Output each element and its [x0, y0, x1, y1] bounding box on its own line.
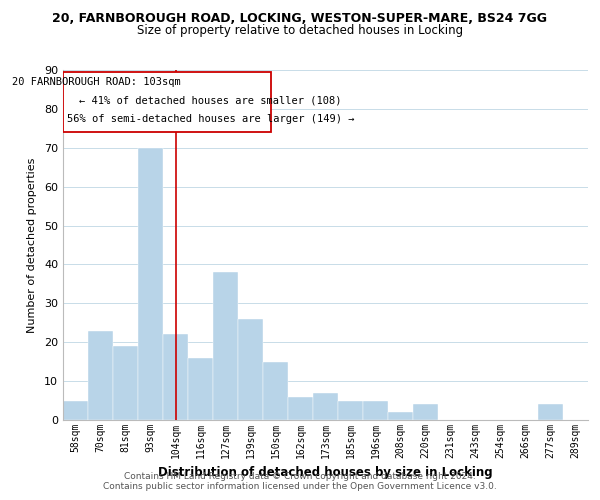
Bar [538, 404, 563, 420]
Bar [388, 412, 413, 420]
Bar [288, 396, 313, 420]
Bar [113, 346, 138, 420]
X-axis label: Distribution of detached houses by size in Locking: Distribution of detached houses by size … [158, 466, 493, 479]
Y-axis label: Number of detached properties: Number of detached properties [27, 158, 37, 332]
Text: 56% of semi-detached houses are larger (149) →: 56% of semi-detached houses are larger (… [67, 114, 354, 124]
Text: 20, FARNBOROUGH ROAD, LOCKING, WESTON-SUPER-MARE, BS24 7GG: 20, FARNBOROUGH ROAD, LOCKING, WESTON-SU… [53, 12, 548, 26]
Bar [338, 400, 363, 420]
Bar [88, 330, 113, 420]
Bar [63, 400, 88, 420]
Bar [413, 404, 438, 420]
Bar [138, 148, 163, 420]
Bar [313, 393, 338, 420]
Text: Size of property relative to detached houses in Locking: Size of property relative to detached ho… [137, 24, 463, 37]
Text: Contains HM Land Registry data © Crown copyright and database right 2024.: Contains HM Land Registry data © Crown c… [124, 472, 476, 481]
Bar [263, 362, 288, 420]
Bar [363, 400, 388, 420]
Bar [213, 272, 238, 420]
Bar [163, 334, 188, 420]
Text: Contains public sector information licensed under the Open Government Licence v3: Contains public sector information licen… [103, 482, 497, 491]
Text: 20 FARNBOROUGH ROAD: 103sqm: 20 FARNBOROUGH ROAD: 103sqm [13, 78, 181, 88]
Bar [188, 358, 213, 420]
Bar [238, 319, 263, 420]
FancyBboxPatch shape [63, 72, 271, 132]
Text: ← 41% of detached houses are smaller (108): ← 41% of detached houses are smaller (10… [79, 96, 342, 106]
